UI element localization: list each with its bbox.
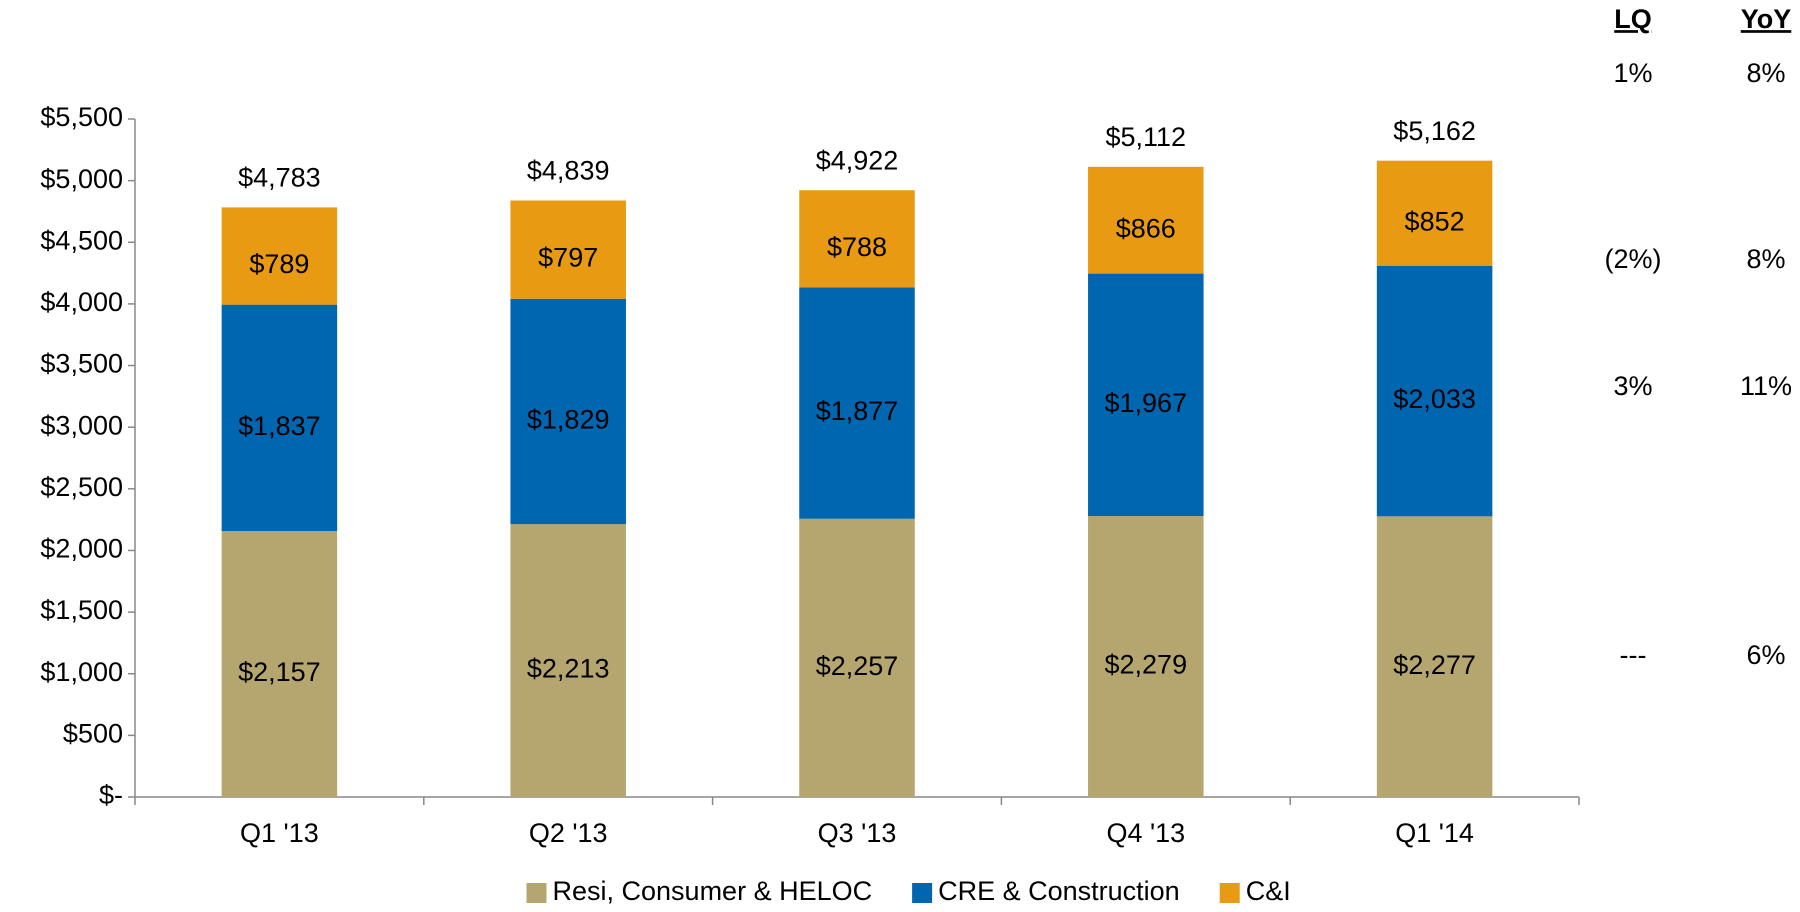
bar-segment xyxy=(510,524,626,797)
bar-segment xyxy=(510,200,626,299)
y-tick-label: $1,000 xyxy=(40,657,123,687)
value-label: $1,967 xyxy=(1105,388,1188,418)
legend-swatch xyxy=(1219,883,1240,903)
table-cell: 11% xyxy=(1740,371,1792,401)
table-header: LQ xyxy=(1614,4,1652,34)
table-cell: 6% xyxy=(1746,640,1785,670)
value-label: $852 xyxy=(1405,206,1465,236)
y-tick-label: $5,000 xyxy=(40,164,123,194)
value-label: $1,877 xyxy=(816,396,899,426)
total-label: $5,162 xyxy=(1393,116,1476,146)
table-cell: --- xyxy=(1620,640,1647,670)
y-tick-label: $1,500 xyxy=(40,595,123,625)
y-tick-label: $2,000 xyxy=(40,534,123,564)
value-label: $788 xyxy=(827,232,887,262)
table-cell: 3% xyxy=(1613,371,1652,401)
y-tick-label: $2,500 xyxy=(40,472,123,502)
table-cell: 8% xyxy=(1746,244,1785,274)
bar-segment xyxy=(1376,265,1493,517)
bar-segment xyxy=(1088,273,1204,517)
value-label: $2,033 xyxy=(1393,384,1476,414)
bar-segment xyxy=(1088,166,1204,274)
y-tick-label: $4,500 xyxy=(40,225,123,255)
bar-segment xyxy=(510,298,626,525)
bar-segment xyxy=(799,518,915,797)
value-label: $2,213 xyxy=(527,654,610,684)
table-header: YoY xyxy=(1741,4,1792,34)
bar-segment xyxy=(1088,516,1204,797)
legend-swatch xyxy=(526,883,547,903)
y-tick-label: $3,500 xyxy=(40,349,123,379)
legend-label: C&I xyxy=(1246,876,1291,906)
bar-segment xyxy=(1376,160,1493,266)
y-tick-label: $5,500 xyxy=(40,102,123,132)
y-tick-label: $- xyxy=(99,780,123,810)
value-label: $2,157 xyxy=(238,657,321,687)
total-label: $4,783 xyxy=(238,163,321,193)
value-label: $2,257 xyxy=(816,651,899,681)
bar-segment xyxy=(221,207,338,305)
y-tick-label: $500 xyxy=(63,718,123,748)
value-label: $2,277 xyxy=(1393,650,1476,680)
legend-swatch xyxy=(912,883,933,903)
bar-segment xyxy=(799,287,915,519)
value-label: $2,279 xyxy=(1105,650,1188,680)
x-tick-label: Q1 '14 xyxy=(1395,818,1474,848)
table-cell: 8% xyxy=(1746,58,1785,88)
bar-segment xyxy=(1376,516,1493,797)
y-tick-label: $3,000 xyxy=(40,410,123,440)
bar-segment xyxy=(799,190,915,288)
value-label: $866 xyxy=(1116,213,1176,243)
bar-segment xyxy=(221,531,338,797)
value-label: $797 xyxy=(538,243,598,273)
table-cell: (2%) xyxy=(1604,244,1661,274)
x-tick-label: Q2 '13 xyxy=(529,818,608,848)
table-cell: 1% xyxy=(1613,58,1652,88)
value-label: $1,837 xyxy=(238,411,321,441)
bar-segment xyxy=(221,304,338,532)
value-label: $789 xyxy=(249,249,309,279)
total-label: $5,112 xyxy=(1106,122,1187,152)
y-tick-label: $4,000 xyxy=(40,287,123,317)
x-tick-label: Q1 '13 xyxy=(240,818,319,848)
total-label: $4,839 xyxy=(527,156,610,186)
x-tick-label: Q3 '13 xyxy=(818,818,897,848)
total-label: $4,922 xyxy=(816,145,899,175)
legend-label: CRE & Construction xyxy=(938,876,1180,906)
value-label: $1,829 xyxy=(527,405,610,435)
x-tick-label: Q4 '13 xyxy=(1106,818,1185,848)
legend-label: Resi, Consumer & HELOC xyxy=(553,876,873,906)
